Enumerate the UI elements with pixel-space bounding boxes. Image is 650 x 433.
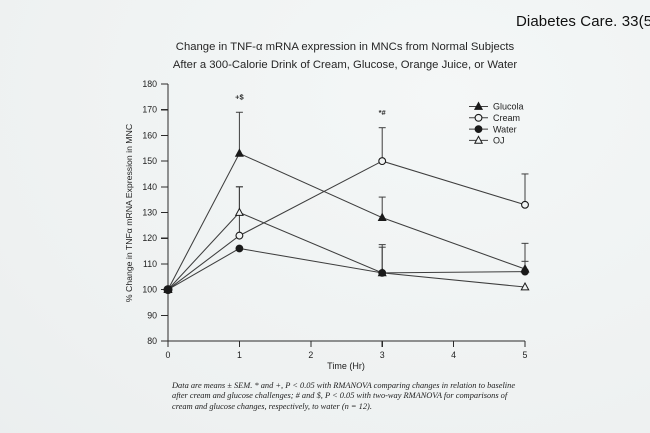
circle-open-marker [474, 113, 483, 122]
y-tick-label: 150 [142, 156, 157, 166]
x-tick-label: 5 [523, 350, 528, 360]
x-tick-label: 1 [237, 350, 242, 360]
triangle-open-marker [234, 207, 244, 216]
y-tick-label: 170 [142, 105, 157, 115]
y-tick-label: 180 [142, 79, 157, 89]
series-line-glucola [167, 152, 526, 290]
footnote-line2: after cream and glucose challenges; # an… [172, 391, 508, 401]
axes [167, 84, 525, 342]
legend-label-water: Water [493, 124, 517, 134]
legend-label-cream: Cream [493, 113, 520, 123]
triangle-filled-marker [377, 212, 387, 222]
circle-filled-marker [235, 244, 244, 253]
error-bars-oj [235, 186, 386, 273]
y-tick-label: 140 [142, 182, 157, 192]
series-line-water [167, 247, 526, 291]
y-tick-label: 100 [142, 285, 157, 295]
chart-title-line2: After a 300-Calorie Drink of Cream, Gluc… [172, 58, 518, 71]
triangle-filled-marker [473, 101, 484, 110]
triangle-filled-marker [234, 148, 244, 157]
error-bars-water [378, 244, 529, 273]
triangle-open-marker [473, 135, 484, 144]
baseline-dot [163, 285, 173, 295]
footnote-line1: Data are means ± SEM. * and +, P < 0.05 … [172, 381, 516, 390]
series-markers-cream [164, 157, 529, 294]
y-tick-label: 120 [142, 233, 157, 243]
x-tick-label: 3 [380, 350, 385, 360]
chart-title: Change in TNF-α mRNA expression in MNCs … [110, 39, 580, 74]
circle-filled-marker [521, 267, 529, 276]
circle-filled-marker [378, 268, 387, 277]
significance-annotation: +$ [235, 92, 244, 101]
figure-footnote: Data are means ± SEM. * and +, P < 0.05 … [172, 381, 528, 412]
y-tick-label: 90 [147, 310, 157, 320]
circle-open-marker [235, 231, 244, 240]
series-line-oj [167, 211, 526, 290]
y-tick-label: 130 [142, 208, 157, 218]
series-line-cream [167, 160, 526, 291]
triangle-open-marker [520, 281, 530, 291]
footnote-line3: cream and glucose changes, respectively,… [172, 401, 372, 411]
circle-open-marker [521, 200, 529, 209]
y-tick-label: 80 [147, 336, 157, 346]
tick-marks [161, 83, 526, 347]
journal-citation: Diabetes Care. 33(5 [516, 13, 650, 30]
circle-open-marker [378, 157, 387, 166]
y-tick-label: 110 [143, 259, 157, 269]
legend-label-oj: OJ [493, 136, 505, 146]
legend-label-glucola: Glucola [493, 102, 524, 112]
tick-labels: 80 90 100 110 120 130 140 150 160 170 180 0 1 2 3 4 5 [142, 79, 527, 360]
x-tick-label: 0 [166, 350, 171, 360]
series-markers-water [164, 244, 529, 294]
x-tick-label: 2 [308, 350, 313, 360]
x-axis-label: Time (Hr) [327, 361, 365, 371]
circle-filled-marker [474, 125, 483, 134]
x-tick-label: 4 [451, 350, 456, 360]
chart-title-line1: Change in TNF-α mRNA expression in MNCs … [175, 41, 515, 53]
series-markers-glucola [163, 148, 530, 293]
y-tick-label: 160 [142, 130, 157, 140]
y-axis-label: % Change in TNFα mRNA Expression in MNC [124, 123, 134, 303]
significance-annotation: *# [379, 108, 387, 117]
